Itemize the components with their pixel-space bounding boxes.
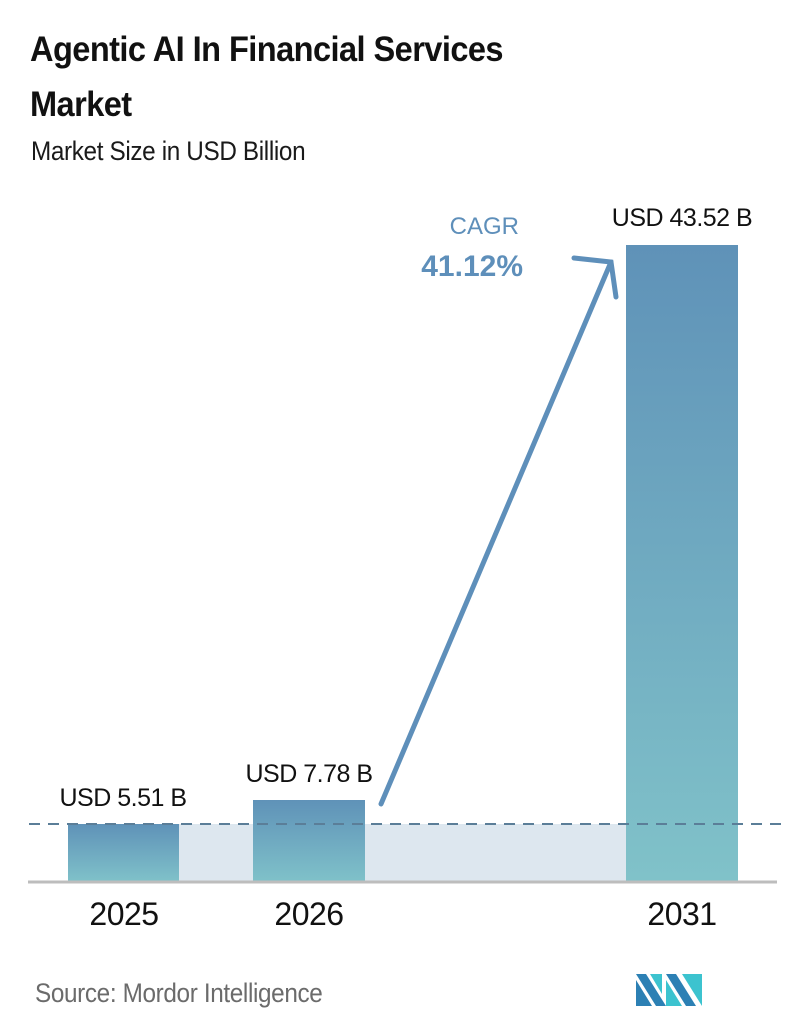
x-axis-label-2026: 2026 (274, 896, 343, 932)
bar-label-2025: USD 5.51 B (59, 784, 186, 812)
bar-label-2031: USD 43.52 B (612, 204, 752, 232)
chart-title: Agentic AI In Financial Services Market (30, 22, 681, 132)
source-credit: Source: Mordor Intelligence (35, 978, 323, 1008)
cagr-value: 41.12% (421, 250, 523, 283)
cagr-arrow-icon (378, 255, 619, 807)
bar-2031 (626, 245, 738, 881)
title-line-2: Market (30, 85, 132, 124)
chart-subtitle: Market Size in USD Billion (31, 136, 306, 166)
x-axis-label-2031: 2031 (647, 896, 716, 932)
mordor-intelligence-logo-icon (636, 974, 702, 1006)
bar-label-2026: USD 7.78 B (245, 760, 372, 788)
x-axis-label-2025: 2025 (89, 896, 158, 932)
bar-2025 (68, 824, 179, 881)
bar-2026 (253, 800, 365, 881)
cagr-label: CAGR (450, 213, 519, 240)
title-line-1: Agentic AI In Financial Services (30, 30, 504, 69)
